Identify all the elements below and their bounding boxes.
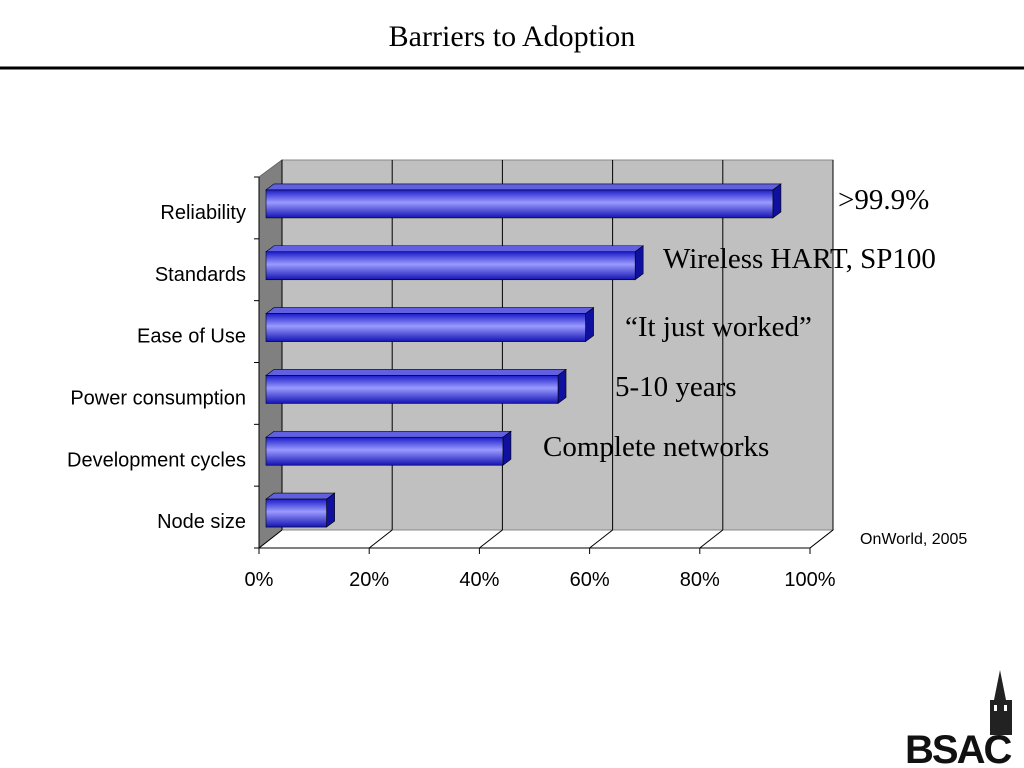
y-tick-label: Development cycles [67,449,246,471]
bar [265,189,774,219]
y-tick-label: Node size [157,511,246,533]
bar-top [265,183,782,191]
bar [265,498,327,528]
logo: BSAC [905,670,1013,768]
grid-line [589,529,613,549]
annotation: Complete networks [543,431,769,463]
y-tick-label: Ease of Use [137,326,246,348]
bar-end [502,430,512,466]
bar [265,251,636,281]
bar-end [557,368,567,405]
annotation: >99.9% [838,184,929,216]
slide-title: Barriers to Adoption [389,20,636,53]
bar [265,313,586,342]
bar-top [265,369,567,376]
x-tick-label: 80% [680,569,720,591]
logo-text: BSAC [905,728,1011,768]
grid-line [699,529,724,549]
annotation: “It just worked” [625,311,812,343]
x-tick-label: 40% [459,569,499,591]
bar-top [265,430,512,438]
y-tick-label: Reliability [160,202,246,224]
bar-end [585,306,594,343]
grid-line [479,529,503,549]
x-tick-label: 100% [784,569,835,591]
x-tick-label: 60% [570,569,610,591]
y-tick-label: Standards [155,264,246,286]
y-tick-label: Power consumption [70,387,246,409]
x-tick-label: 20% [349,569,389,591]
bar-top [265,492,336,500]
bar [265,436,504,466]
bar-end [634,245,644,281]
source: OnWorld, 2005 [860,531,967,548]
bar-end [772,183,782,219]
chart: 0% 20% 40% 60% 80% 100% Reliability Standards Ea… [67,159,836,591]
annotation: Wireless HART, SP100 [663,243,936,275]
grid-line [809,529,834,549]
bar [265,375,559,404]
bar-end [326,492,335,528]
bar-top [265,307,595,314]
x-tick-label: 0% [245,569,274,591]
grid-line [258,529,283,549]
grid-line [368,529,393,549]
bar-top [265,245,645,253]
floor [257,529,835,549]
annotation: 5-10 years [615,371,737,403]
